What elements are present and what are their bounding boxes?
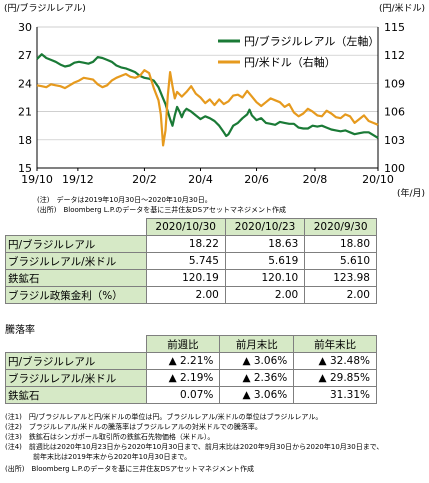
- levels-header: 2020/10/30: [145, 218, 226, 236]
- table-row: 鉄鉱石 120.19 120.10 123.98: [5, 269, 377, 287]
- cell: ▲ 3.06%: [219, 352, 295, 370]
- cell: ▲ 3.06%: [219, 386, 295, 404]
- cell: ▲ 2.21%: [145, 352, 221, 370]
- cell: ▲ 2.36%: [219, 369, 295, 387]
- row-label: ブラジルレアル/米ドル: [5, 369, 147, 387]
- right-tick-label: 112: [384, 49, 405, 62]
- table-note-4: (注4) 前週比は2020年10月23日から2020年10月30日まで、前月末比…: [5, 443, 384, 451]
- x-tick-label: 19/10: [21, 173, 53, 186]
- table-row: ブラジルレアル/米ドル ▲ 2.19% ▲ 2.36% ▲ 29.85%: [5, 369, 377, 387]
- cell: 123.98: [304, 269, 377, 287]
- left-tick-label: 30: [18, 21, 32, 34]
- x-tick-label: 20/4: [188, 173, 213, 186]
- table-row: ブラジル政策金利（%） 2.00 2.00 2.00: [5, 286, 377, 304]
- left-tick-label: 27: [18, 49, 32, 62]
- table-row: 円/ブラジルレアル ▲ 2.21% ▲ 3.06% ▲ 32.48%: [5, 352, 377, 370]
- change-table-title: 騰落率: [5, 325, 35, 336]
- right-tick-label: 115: [384, 21, 405, 34]
- chart-source: (出所) Bloomberg L.P.のデータを基に三井住友DSアセットマネジメ…: [37, 206, 286, 214]
- change-header: 前年末比: [293, 335, 377, 353]
- row-label: ブラジル政策金利（%）: [5, 286, 147, 304]
- change-header: 前月末比: [219, 335, 295, 353]
- cell: 0.07%: [145, 386, 221, 404]
- row-label: 円/ブラジルレアル: [5, 352, 147, 370]
- x-tick-label: 19/12: [62, 173, 94, 186]
- series-line-1: [36, 69, 379, 147]
- cell: 2.00: [304, 286, 377, 304]
- legend-label-0: 円/ブラジルレアル（左軸）: [244, 34, 379, 48]
- right-tick-label: 106: [384, 106, 405, 119]
- right-tick-label: 103: [384, 134, 405, 147]
- left-tick-label: 18: [18, 134, 32, 147]
- table-row: 円/ブラジルレアル 18.22 18.63 18.80: [5, 235, 377, 253]
- cell: 2.00: [145, 286, 226, 304]
- cell: 18.63: [224, 235, 306, 253]
- left-tick-label: 15: [18, 162, 32, 175]
- cell: 18.80: [304, 235, 377, 253]
- table-note-4b: 前年末比は2019年末から2020年10月30日まで。: [5, 453, 192, 461]
- x-tick-label: 20/8: [303, 173, 328, 186]
- cell: 120.10: [224, 269, 306, 287]
- right-tick-label: 100: [384, 162, 405, 175]
- cell: ▲ 2.19%: [145, 369, 221, 387]
- row-label: 鉄鉱石: [5, 386, 147, 404]
- legend-label-1: 円/米ドル（右軸）: [244, 55, 336, 69]
- x-tick-label: 20/10: [362, 173, 394, 186]
- x-tick-label: 20/2: [132, 173, 157, 186]
- cell: 5.745: [145, 252, 226, 270]
- table-note-3: (注3) 鉄鉱石はシンガポール取引所の鉄鉱石先物価格（米ドル）。: [5, 433, 215, 441]
- right-axis-label: (円/米ドル): [379, 2, 425, 14]
- cell: 18.22: [145, 235, 226, 253]
- x-tick-label: 20/6: [244, 173, 269, 186]
- series-line-0: [36, 53, 379, 139]
- change-header: 前週比: [145, 335, 221, 353]
- cell: 5.610: [304, 252, 377, 270]
- levels-table: 2020/10/30 2020/10/23 2020/9/30 円/ブラジルレア…: [5, 218, 377, 304]
- right-tick-label: 109: [384, 77, 405, 90]
- cell: 5.619: [224, 252, 306, 270]
- table-source: (出所) Bloomberg L.P.のデータを基に三井住友DSアセットマネジメ…: [5, 465, 254, 473]
- table-row: ブラジルレアル/米ドル 5.745 5.619 5.610: [5, 252, 377, 270]
- left-tick-label: 24: [18, 77, 32, 90]
- x-unit-label: (年/月): [397, 187, 425, 199]
- row-label: 円/ブラジルレアル: [5, 235, 147, 253]
- chart: 15 100 18 103 21 106 24 109 27 112 30 115 19/10 19/12…: [4, 2, 425, 199]
- cell: 120.19: [145, 269, 226, 287]
- levels-header: 2020/9/30: [304, 218, 377, 236]
- left-tick-label: 21: [18, 106, 32, 119]
- cell: 31.31%: [293, 386, 377, 404]
- left-axis-label: (円/ブラジルレアル): [4, 2, 86, 14]
- table-note-2: (注2) ブラジルレアル/米ドルの騰落率はブラジルレアルの対米ドルでの騰落率。: [5, 423, 262, 431]
- cell: 2.00: [224, 286, 306, 304]
- cell: ▲ 29.85%: [293, 369, 377, 387]
- chart-note: (注) データは2019年10月30日～2020年10月30日。: [37, 196, 212, 204]
- row-label: 鉄鉱石: [5, 269, 147, 287]
- table-row: 鉄鉱石 0.07% ▲ 3.06% 31.31%: [5, 386, 377, 404]
- change-table: 前週比 前月末比 前年末比 円/ブラジルレアル ▲ 2.21% ▲ 3.06% …: [5, 335, 377, 404]
- row-label: ブラジルレアル/米ドル: [5, 252, 147, 270]
- table-note-1: (注1) 円/ブラジルレアルと円/米ドルの単位は円。ブラジルレアル/米ドルの単位…: [5, 413, 323, 421]
- cell: ▲ 32.48%: [293, 352, 377, 370]
- levels-header: 2020/10/23: [224, 218, 306, 236]
